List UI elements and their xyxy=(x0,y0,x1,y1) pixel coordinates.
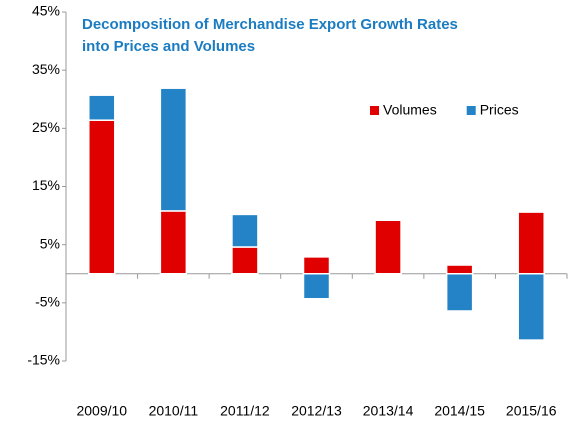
y-tick-label: 15% xyxy=(32,177,60,193)
chart-title: into Prices and Volumes xyxy=(82,38,255,55)
x-tick-label: 2010/11 xyxy=(149,403,199,419)
y-tick-label: 35% xyxy=(32,61,60,77)
x-tick-label: 2009/10 xyxy=(76,403,127,419)
bar xyxy=(445,264,474,275)
bar xyxy=(88,94,116,121)
x-tick-label: 2013/14 xyxy=(363,403,414,419)
x-tick-label: 2012/13 xyxy=(291,403,342,419)
bar xyxy=(517,211,545,275)
bar xyxy=(231,213,259,248)
legend-label: Prices xyxy=(480,102,519,118)
y-tick-label: -5% xyxy=(35,294,60,310)
bar xyxy=(231,246,259,275)
y-tick-label: 25% xyxy=(32,119,60,135)
bar xyxy=(517,273,545,341)
bar xyxy=(445,273,474,312)
y-tick-label: 45% xyxy=(32,3,60,19)
x-tick-label: 2011/12 xyxy=(220,403,270,419)
x-tick-label: 2014/15 xyxy=(434,403,485,419)
bar xyxy=(159,210,188,275)
bar xyxy=(159,87,188,212)
bar xyxy=(88,119,116,275)
bar xyxy=(302,273,331,300)
bar xyxy=(374,219,402,275)
legend-swatch xyxy=(370,106,379,115)
legend-label: Volumes xyxy=(383,102,437,118)
y-tick-label: -15% xyxy=(27,352,60,368)
x-tick-label: 2015/16 xyxy=(506,403,557,419)
legend-swatch xyxy=(466,106,476,115)
chart-title: Decomposition of Merchandise Export Grow… xyxy=(82,16,458,33)
y-tick-label: 5% xyxy=(40,235,60,251)
bar xyxy=(302,256,331,275)
